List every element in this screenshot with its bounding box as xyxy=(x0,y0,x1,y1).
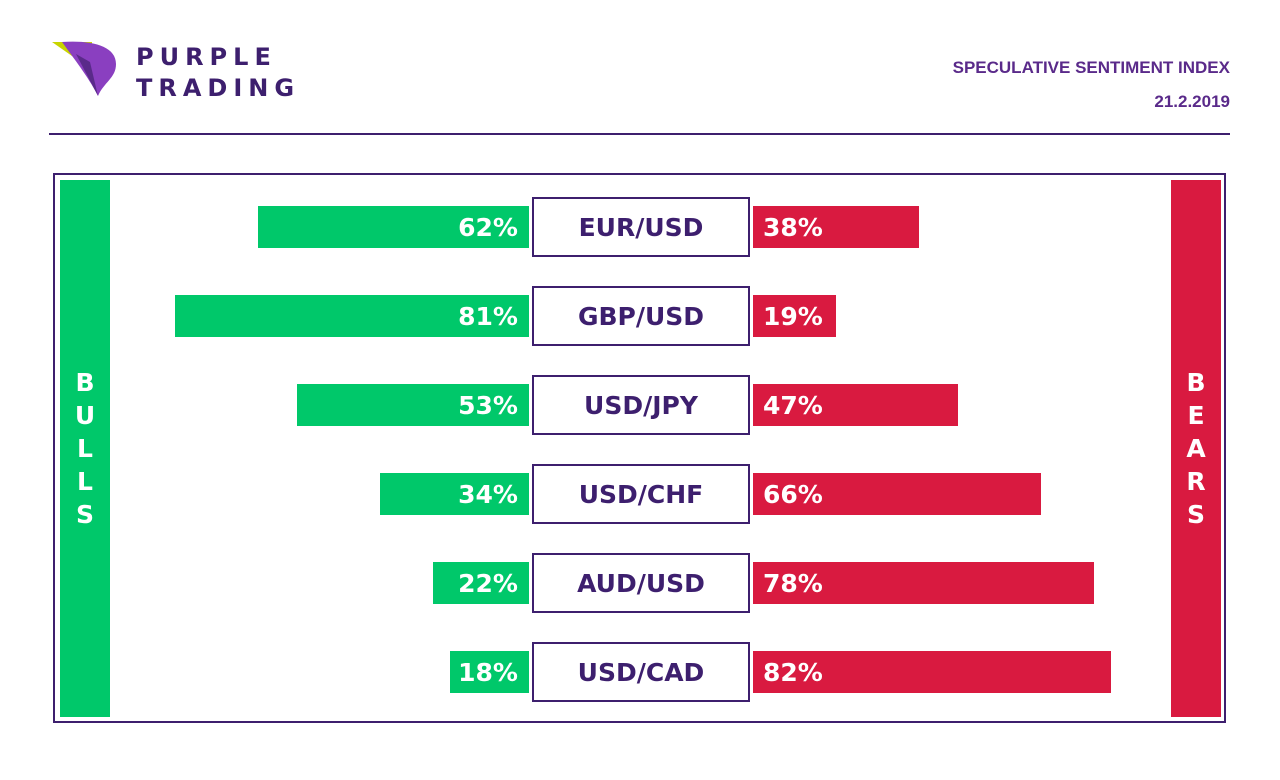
bull-bar: 53% xyxy=(297,384,529,426)
header-divider xyxy=(49,133,1230,135)
chart-frame xyxy=(53,173,1226,723)
report-title: SPECULATIVE SENTIMENT INDEX xyxy=(952,58,1230,77)
bull-percent-label: 81% xyxy=(458,301,518,331)
bear-percent-label: 82% xyxy=(763,657,823,687)
currency-pair-label: USD/JPY xyxy=(532,375,750,435)
currency-pair-label: USD/CHF xyxy=(532,464,750,524)
logo-mark-icon xyxy=(52,41,116,96)
bull-percent-label: 34% xyxy=(458,479,518,509)
bull-bar: 62% xyxy=(258,206,529,248)
bear-bar: 47% xyxy=(753,384,959,426)
currency-pair-label: AUD/USD xyxy=(532,553,750,613)
currency-pair-label: EUR/USD xyxy=(532,197,750,257)
bull-percent-label: 18% xyxy=(458,657,518,687)
currency-pair-label: USD/CAD xyxy=(532,642,750,702)
bull-percent-label: 62% xyxy=(458,212,518,242)
currency-pair-label: GBP/USD xyxy=(532,286,750,346)
bulls-label: BULLS xyxy=(74,368,96,529)
bear-percent-label: 19% xyxy=(763,301,823,331)
bear-percent-label: 38% xyxy=(763,212,823,242)
bull-bar: 18% xyxy=(450,651,529,693)
bear-bar: 19% xyxy=(753,295,837,337)
brand-name: PURPLE TRADING xyxy=(136,42,300,104)
bull-bar: 81% xyxy=(175,295,529,337)
report-date: 21.2.2019 xyxy=(1154,92,1230,111)
bear-percent-label: 47% xyxy=(763,390,823,420)
bear-percent-label: 66% xyxy=(763,479,823,509)
bear-bar: 38% xyxy=(753,206,920,248)
bear-bar: 78% xyxy=(753,562,1094,604)
brand-line-1: PURPLE xyxy=(136,43,277,71)
bear-bar: 66% xyxy=(753,473,1042,515)
bulls-side-bar: BULLS xyxy=(60,180,110,717)
bears-side-bar: BEARS xyxy=(1171,180,1221,717)
bull-percent-label: 53% xyxy=(458,390,518,420)
bears-label: BEARS xyxy=(1186,368,1206,529)
bear-percent-label: 78% xyxy=(763,568,823,598)
brand-line-2: TRADING xyxy=(136,74,301,102)
bear-bar: 82% xyxy=(753,651,1112,693)
bull-bar: 22% xyxy=(432,562,529,604)
bull-percent-label: 22% xyxy=(458,568,518,598)
bull-bar: 34% xyxy=(380,473,529,515)
